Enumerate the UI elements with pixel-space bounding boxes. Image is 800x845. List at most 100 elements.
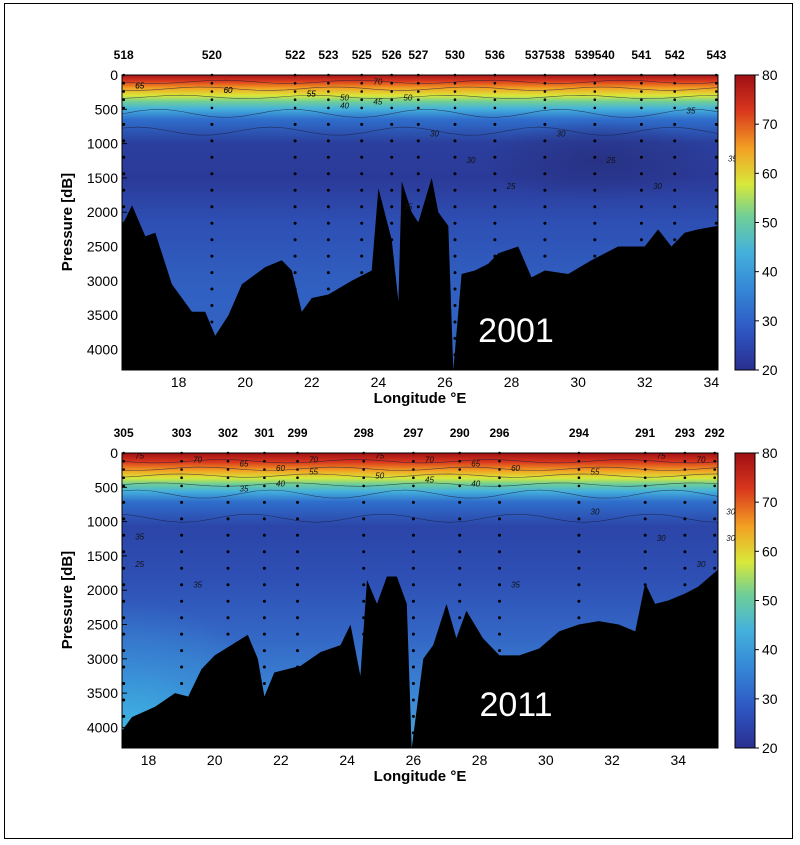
p1-sample-dot <box>326 238 330 242</box>
p1-sample-dot <box>390 81 394 85</box>
p2-sample-dot <box>263 468 266 471</box>
panel1-colorbar-ticks: 20 30 40 50 60 70 80 <box>755 67 778 378</box>
p1-sample-dot <box>639 172 643 176</box>
p2-sample-dot <box>577 476 581 480</box>
p2-sample-dot <box>262 500 266 504</box>
p1-sample-dot <box>293 106 297 110</box>
p2-sample-dot <box>262 665 266 669</box>
p1-contour-label: 60 <box>224 86 233 95</box>
p1-sample-dot <box>390 188 394 192</box>
p1-contour-line <box>121 94 719 99</box>
p1-sample-dot <box>714 205 718 209</box>
p1-sample-dot <box>493 155 497 159</box>
p2-sample-dot <box>412 484 415 488</box>
p1-colorbar-tick-label: 80 <box>762 67 778 83</box>
p1-station-label: 536 <box>485 48 505 62</box>
p2-station-label: 302 <box>218 426 238 440</box>
p1-sample-dot <box>673 188 677 192</box>
p2-sample-dot <box>498 583 501 587</box>
p1-x-tick-label: 34 <box>704 374 720 390</box>
p1-sample-dot <box>360 221 364 225</box>
p2-sample-dot <box>180 566 184 570</box>
p1-sample-dot <box>293 155 297 159</box>
p1-sample-dot <box>593 254 597 258</box>
p2-sample-dot <box>643 476 647 480</box>
p1-sample-dot <box>417 90 420 93</box>
p2-sample-dot <box>262 599 266 603</box>
p1-sample-dot <box>390 106 394 110</box>
p1-sample-dot <box>714 155 718 159</box>
p1-y-tick-label: 500 <box>95 101 119 117</box>
p1-contour-line <box>121 126 719 136</box>
p2-colorbar-tick-label: 40 <box>762 642 778 658</box>
p2-sample-dot <box>458 599 462 603</box>
p1-sample-dot <box>453 320 457 324</box>
p2-sample-dot <box>458 459 462 463</box>
p1-sample-dot <box>327 106 330 110</box>
p1-sample-dot <box>593 205 597 209</box>
p1-sample-dot <box>493 172 497 176</box>
p2-sample-dot <box>643 459 647 463</box>
p1-sample-dot <box>453 98 457 101</box>
p1-sample-dot <box>453 304 457 307</box>
p1-sample-dot <box>417 98 420 101</box>
p1-sample-dot <box>715 81 718 85</box>
p1-sample-dot <box>210 304 214 307</box>
p2-sample-dot <box>643 484 647 488</box>
p2-sample-dot <box>498 484 501 488</box>
p1-sample-dot <box>390 90 394 93</box>
p1-colorbar-tick-label: 20 <box>762 362 778 378</box>
p2-sample-dot <box>362 484 366 488</box>
p1-sample-dot <box>293 254 297 258</box>
p1-sample-dot <box>493 90 497 93</box>
p2-sample-dot <box>458 550 462 554</box>
p1-sample-dot <box>360 122 364 126</box>
p1-sample-dot <box>326 122 330 126</box>
p1-sample-dot <box>593 139 597 143</box>
p2-sample-dot <box>412 468 415 471</box>
p1-sample-dot <box>673 155 677 159</box>
p1-sample-dot <box>543 254 547 258</box>
p2-sample-dot <box>362 550 366 554</box>
p1-sample-dot <box>453 155 457 159</box>
p2-sample-dot <box>122 550 126 554</box>
p2-sample-dot <box>122 682 126 685</box>
p1-contour-label: 35 <box>403 203 412 212</box>
p1-sample-dot <box>714 172 718 176</box>
p1-sample-dot <box>543 122 547 126</box>
p2-station-label: 298 <box>354 426 374 440</box>
panel2-contours <box>121 459 719 523</box>
p2-sample-dot <box>122 649 126 653</box>
p2-sample-dot <box>458 476 462 480</box>
p1-sample-dot <box>543 188 547 192</box>
p1-sample-dot <box>293 90 297 93</box>
p1-sample-dot <box>210 271 214 275</box>
p2-sample-dot <box>458 616 462 620</box>
p2-sample-dot <box>226 459 230 463</box>
p2-sample-dot <box>296 632 299 636</box>
panel2-x-axis-label: Longitude °E <box>374 768 467 785</box>
p2-sample-dot <box>122 698 126 702</box>
panel1-colorbar <box>734 74 756 371</box>
p1-sample-dot <box>593 238 597 242</box>
p1-sample-dot <box>593 90 597 93</box>
p1-sample-dot <box>640 81 643 85</box>
p2-sample-dot <box>122 583 126 587</box>
p2-sample-dot <box>458 533 462 537</box>
p2-x-tick-label: 34 <box>670 752 686 768</box>
p2-sample-dot <box>643 500 647 504</box>
p2-sample-dot <box>296 533 299 537</box>
panel1-axes-box <box>121 74 719 371</box>
p2-sample-dot <box>411 517 415 521</box>
p2-colorbar-tick-label: 50 <box>762 593 778 609</box>
p1-sample-dot <box>453 336 457 340</box>
p2-contour-label: 30 <box>726 508 735 517</box>
p1-sample-dot <box>673 122 677 126</box>
p2-sample-dot <box>683 583 687 587</box>
p1-sample-dot <box>360 238 364 242</box>
p2-sample-dot <box>180 459 183 463</box>
p2-sample-dot <box>458 500 462 504</box>
p2-sample-dot <box>122 714 126 718</box>
p1-sample-dot <box>122 90 125 93</box>
p2-sample-dot <box>498 550 501 554</box>
